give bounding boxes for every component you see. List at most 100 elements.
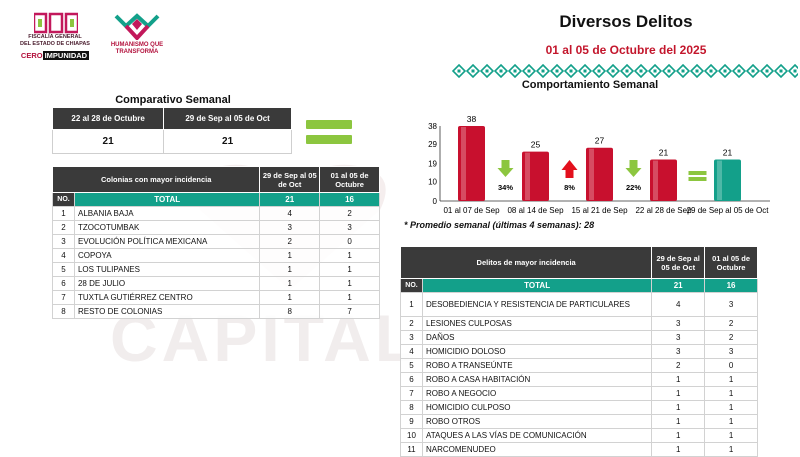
chart-bar-highlight xyxy=(653,160,658,200)
row-number: 1 xyxy=(400,292,423,317)
row-value: 0 xyxy=(704,358,758,373)
row-name: HOMICIDIO CULPOSO xyxy=(421,400,653,415)
row-value: 2 xyxy=(704,316,758,331)
row-value: 1 xyxy=(704,372,758,387)
logo-text-line2: DEL ESTADO DE CHIAPAS xyxy=(20,41,90,47)
y-tick-label: 29 xyxy=(428,140,437,149)
x-tick-label: 22 al 28 de Sep xyxy=(635,206,692,215)
delitos-table: Delitos de mayor incidencia 29 de Sep al… xyxy=(399,246,758,457)
weekly-col-header: 22 al 28 de Octubre xyxy=(51,107,165,130)
row-value: 8 xyxy=(259,304,321,319)
row-value: 1 xyxy=(651,428,706,443)
equal-icon xyxy=(688,171,707,175)
row-name: ALBANIA BAJA xyxy=(73,206,261,221)
row-value: 1 xyxy=(319,290,380,305)
delitos-header: Delitos de mayor incidencia xyxy=(399,246,653,279)
table-row: 4 HOMICIDIO DOLOSO 3 3 xyxy=(400,344,758,359)
row-value: 2 xyxy=(259,234,321,249)
y-tick-label: 0 xyxy=(433,197,438,206)
chart-bar xyxy=(714,159,741,201)
row-number: 1 xyxy=(52,206,75,221)
row-value: 1 xyxy=(259,290,321,305)
table-row: 1 DESOBEDIENCIA Y RESISTENCIA DE PARTICUL… xyxy=(400,292,758,317)
row-value: 1 xyxy=(704,400,758,415)
chart-bar-highlight xyxy=(525,152,530,200)
table-row: 2 LESIONES CULPOSAS 3 2 xyxy=(400,316,758,331)
row-name: RESTO DE COLONIAS xyxy=(73,304,261,319)
row-number: 7 xyxy=(52,290,75,305)
row-name: 28 DE JULIO xyxy=(73,276,261,291)
impunidad-text: IMPUNIDAD xyxy=(42,51,90,60)
row-name: HOMICIDIO DOLOSO xyxy=(421,344,653,359)
y-tick-label: 38 xyxy=(428,122,437,131)
humanismo-text: HUMANISMO QUE TRANSFORMA xyxy=(110,42,164,55)
date-range: 01 al 05 de Octubre del 2025 xyxy=(545,43,707,57)
chart-data-label: 21 xyxy=(723,148,733,158)
table-row: 5 ROBO A TRANSEÚNTE 2 0 xyxy=(400,358,758,373)
chart-title: Comportamiento Semanal xyxy=(521,79,659,91)
row-number: 9 xyxy=(400,414,423,429)
colonias-col1-header: 29 de Sep al 05 de Oct xyxy=(259,166,321,193)
row-number: 6 xyxy=(400,372,423,387)
table-row: 2 TZOCOTUMBAK 3 3 xyxy=(52,220,380,235)
row-value: 3 xyxy=(319,220,380,235)
row-name: COPOYA xyxy=(73,248,261,263)
chart-bar xyxy=(586,147,613,201)
chart-bar xyxy=(458,126,485,201)
total-label: TOTAL xyxy=(421,278,653,293)
row-name: TUXTLA GUTIÉRREZ CENTRO xyxy=(73,290,261,305)
row-number: 10 xyxy=(400,428,423,443)
total-value: 21 xyxy=(651,278,706,293)
row-value: 1 xyxy=(704,414,758,429)
table-row: 4 COPOYA 1 1 xyxy=(52,248,380,263)
row-name: ROBO A CASA HABITACIÓN xyxy=(421,372,653,387)
weekly-value: 21 xyxy=(163,129,292,154)
table-row: 3 EVOLUCIÓN POLÍTICA MEXICANA 2 0 xyxy=(52,234,380,249)
row-number: 4 xyxy=(52,248,75,263)
row-value: 3 xyxy=(651,330,706,345)
equal-icon xyxy=(688,177,707,181)
row-name: ROBO A NEGOCIO xyxy=(421,386,653,401)
arrow-down-icon xyxy=(497,160,514,177)
table-row: 7 ROBO A NEGOCIO 1 1 xyxy=(400,386,758,401)
fiscalia-logo-icon xyxy=(34,12,78,34)
row-value: 1 xyxy=(319,276,380,291)
change-percent-label: 8% xyxy=(564,183,575,192)
row-value: 7 xyxy=(319,304,380,319)
humanismo-logo-icon xyxy=(114,13,160,40)
row-value: 1 xyxy=(651,372,706,387)
total-value: 16 xyxy=(319,192,380,207)
row-number: 3 xyxy=(400,330,423,345)
row-value: 1 xyxy=(259,248,321,263)
table-row: 10 ATAQUES A LAS VÍAS DE COMUNICACIÓN 1 1 xyxy=(400,428,758,443)
cero-impunidad-badge: CERO IMPUNIDAD xyxy=(14,51,96,61)
row-value: 2 xyxy=(319,206,380,221)
row-number: 8 xyxy=(400,400,423,415)
change-percent-label: 34% xyxy=(498,183,513,192)
row-value: 1 xyxy=(319,248,380,263)
row-number: 3 xyxy=(52,234,75,249)
colonias-table: Colonias con mayor incidencia 29 de Sep … xyxy=(51,166,380,319)
table-row: 8 HOMICIDIO CULPOSO 1 1 xyxy=(400,400,758,415)
row-name: TZOCOTUMBAK xyxy=(73,220,261,235)
row-value: 1 xyxy=(651,386,706,401)
row-name: ATAQUES A LAS VÍAS DE COMUNICACIÓN xyxy=(421,428,653,443)
decorative-pattern-band xyxy=(452,64,798,78)
row-number: 8 xyxy=(52,304,75,319)
average-note: * Promedio semanal (últimas 4 semanas): … xyxy=(404,220,595,230)
row-number: 6 xyxy=(52,276,75,291)
chart-bar-highlight xyxy=(461,127,466,200)
row-name: EVOLUCIÓN POLÍTICA MEXICANA xyxy=(73,234,261,249)
x-tick-label: 01 al 07 de Sep xyxy=(443,206,500,215)
arrow-up-icon xyxy=(561,160,578,178)
chart-bar xyxy=(522,151,549,201)
row-number: 4 xyxy=(400,344,423,359)
row-value: 1 xyxy=(319,262,380,277)
weekly-comparison-title: Comparativo Semanal xyxy=(115,94,231,106)
row-value: 1 xyxy=(259,276,321,291)
chart-bar-highlight xyxy=(589,148,594,200)
row-value: 1 xyxy=(651,400,706,415)
colonias-col2-header: 01 al 05 de Octubre xyxy=(319,166,380,193)
table-row: 9 ROBO OTROS 1 1 xyxy=(400,414,758,429)
logo-text-line1: FISCALÍA GENERAL xyxy=(28,34,82,40)
